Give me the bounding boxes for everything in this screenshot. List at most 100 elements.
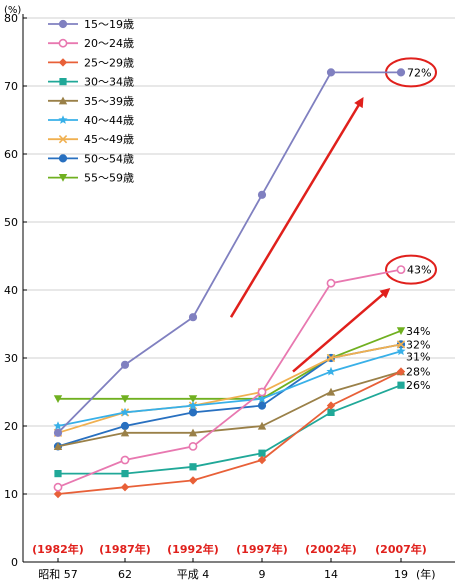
x-tick-label: 62 xyxy=(118,568,132,581)
x-tick-label: 14 xyxy=(324,568,338,581)
series-lines xyxy=(53,68,406,499)
x-tick-label: 昭和 57 xyxy=(38,568,78,581)
legend-marker xyxy=(58,58,68,67)
era-label: (1987年) xyxy=(99,542,151,556)
legend-label: 55～59歳 xyxy=(84,172,134,185)
data-point xyxy=(53,489,63,499)
data-point xyxy=(54,470,62,478)
series-1 xyxy=(53,68,406,437)
era-labels: (1982年) (1987年) (1992年) (1997年) (2002年) (2007… xyxy=(32,542,427,556)
data-point xyxy=(257,394,267,403)
series-line xyxy=(57,71,401,434)
legend-item: 50～54歳 xyxy=(48,152,134,165)
data-point xyxy=(120,455,130,465)
series-line xyxy=(57,343,402,448)
legend-item: 40～44歳 xyxy=(48,114,134,127)
data-point xyxy=(396,327,406,335)
series-line xyxy=(57,370,402,448)
legend-item: 25～29歳 xyxy=(48,56,134,69)
end-label: 43% xyxy=(407,264,431,277)
legend-label: 25～29歳 xyxy=(84,56,134,69)
data-point xyxy=(396,265,406,274)
legend-item: 15～19歳 xyxy=(48,18,134,31)
legend-marker xyxy=(58,38,68,48)
legend-item: 20～24歳 xyxy=(48,37,134,50)
data-point xyxy=(326,68,336,77)
legend-marker xyxy=(58,19,68,29)
data-point xyxy=(120,360,130,369)
data-point xyxy=(188,441,198,451)
y-axis-unit: (%) xyxy=(4,5,21,16)
data-point xyxy=(53,482,63,492)
data-point xyxy=(120,483,130,492)
legend-marker xyxy=(58,135,68,144)
series-line xyxy=(58,384,402,475)
series-7 xyxy=(53,340,406,437)
legend-label: 35～39歳 xyxy=(84,95,134,108)
series-line xyxy=(58,329,402,400)
legend-marker xyxy=(58,96,68,105)
x-tick-label: 平成 4 xyxy=(177,568,210,581)
data-point xyxy=(327,408,335,416)
legend-marker xyxy=(58,154,68,163)
data-point xyxy=(120,407,130,417)
legend-item: 30～34歳 xyxy=(48,76,134,89)
series-4 xyxy=(54,381,405,478)
end-label: 28% xyxy=(406,366,430,379)
legend: 15～19歳 20～24歳 25～29歳 30～34歳 35～39歳 40～44歳 45～4… xyxy=(48,18,134,185)
data-point xyxy=(188,395,198,403)
series-3 xyxy=(53,367,406,499)
legend-label: 15～19歳 xyxy=(84,18,134,31)
legend-label: 40～44歳 xyxy=(84,114,134,127)
data-point xyxy=(257,387,267,397)
legend-label: 50～54歳 xyxy=(84,152,134,165)
x-axis-unit: (年) xyxy=(416,567,436,581)
data-point xyxy=(257,421,267,430)
series-6 xyxy=(53,346,406,430)
data-point xyxy=(53,421,63,430)
series-line xyxy=(57,370,402,495)
data-point xyxy=(326,401,336,410)
series-2 xyxy=(53,265,406,492)
x-tick-labels: 昭和 57 62 平成 4 9 14 19 xyxy=(38,568,408,581)
legend-marker xyxy=(58,115,68,124)
series-line xyxy=(57,343,402,434)
data-point xyxy=(53,428,63,437)
y-tick-labels: 0 10 20 30 40 50 60 70 80 xyxy=(4,12,18,569)
y-tick-label: 10 xyxy=(4,488,18,501)
data-point xyxy=(120,421,130,431)
y-tick-label: 50 xyxy=(4,216,18,229)
end-label: 26% xyxy=(406,379,430,392)
x-tick-label: 9 xyxy=(259,568,266,581)
era-label: (1982年) xyxy=(32,542,84,556)
legend-marker xyxy=(59,78,67,86)
y-tick-label: 30 xyxy=(4,352,18,365)
arrow-upper xyxy=(229,97,364,318)
legend-label: 20～24歳 xyxy=(84,37,134,50)
series-line xyxy=(57,268,402,489)
arrow-lower xyxy=(292,288,391,373)
axes xyxy=(22,14,455,563)
data-point xyxy=(257,455,267,465)
data-point xyxy=(53,442,63,450)
highlight-ellipse-43 xyxy=(385,254,437,285)
data-point xyxy=(258,449,266,457)
y-tick-label: 60 xyxy=(4,148,18,161)
data-point xyxy=(257,401,267,410)
data-point xyxy=(188,408,198,417)
era-label: (1997年) xyxy=(236,542,288,556)
data-point xyxy=(120,428,130,437)
era-label: (2007年) xyxy=(375,542,427,556)
y-tick-label: 70 xyxy=(4,80,18,93)
data-point xyxy=(189,463,197,471)
data-point xyxy=(53,395,63,403)
data-point xyxy=(396,340,406,349)
data-point xyxy=(326,387,336,396)
y-tick-label: 80 xyxy=(4,12,18,25)
data-point xyxy=(188,476,198,485)
end-label: 31% xyxy=(406,351,430,364)
era-label: (2002年) xyxy=(305,542,357,556)
era-label: (1992年) xyxy=(167,542,219,556)
data-point xyxy=(326,353,336,363)
